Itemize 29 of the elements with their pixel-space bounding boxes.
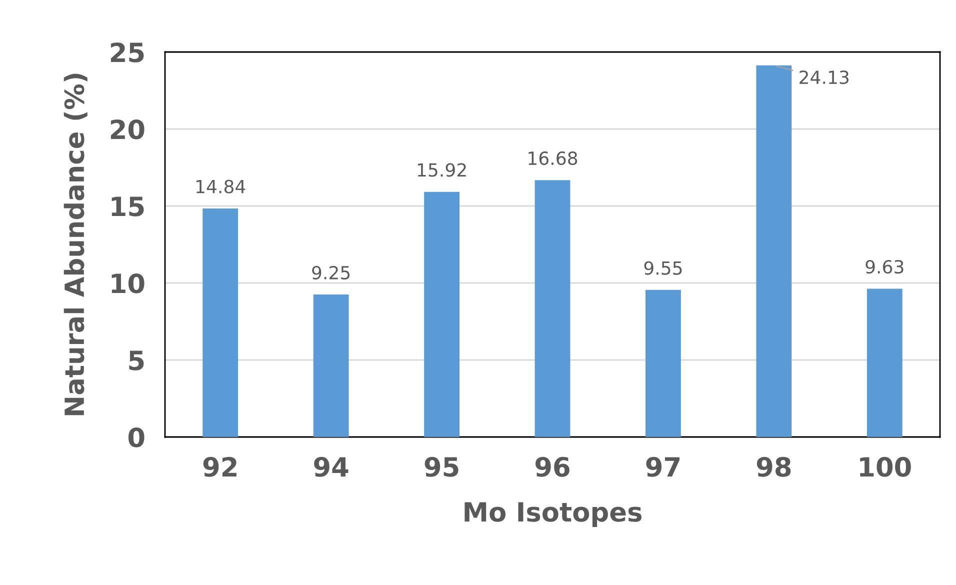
x-tick-label: 94 [314,456,348,477]
bar [534,180,570,437]
y-tick-label: 20 [110,119,144,140]
y-axis-title: Natural Abundance (%) [64,74,88,416]
data-label: 16.68 [528,151,578,166]
data-label: 14.84 [196,180,246,194]
x-tick-label: 95 [424,456,458,477]
bar [756,65,792,437]
y-tick-label: 25 [110,42,144,62]
x-tick-label: 98 [756,456,791,477]
y-tick-label: 0 [128,427,144,448]
data-label: 15.92 [418,163,466,177]
x-tick-label: 96 [536,456,570,477]
bar [202,208,238,437]
x-tick-label: 92 [203,456,236,477]
bar [646,290,681,437]
data-label: 9.63 [866,260,904,274]
y-tick-label: 15 [112,196,144,216]
y-tick-label: 10 [112,273,144,294]
bar [313,294,349,437]
bar [424,192,460,437]
x-tick-label: 97 [646,456,680,477]
y-tick-label: 5 [129,350,144,370]
x-axis-title: Mo Isotopes [464,502,642,527]
x-tick-label: 100 [860,456,911,477]
data-label: 9.55 [644,261,682,275]
data-label: 9.25 [312,266,350,280]
bar [866,288,902,437]
data-label: 24.13 [800,70,849,84]
